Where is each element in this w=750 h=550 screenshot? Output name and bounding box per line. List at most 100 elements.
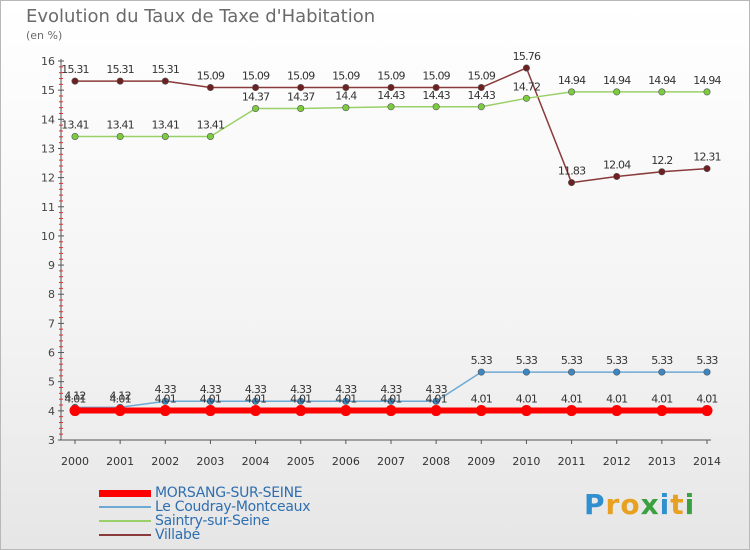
data-point xyxy=(342,84,350,92)
data-label: 15.31 xyxy=(152,63,180,76)
data-label: 14.94 xyxy=(558,74,586,87)
data-label: 4.33 xyxy=(425,383,447,396)
data-label: 15.31 xyxy=(106,63,134,76)
data-label: 15.31 xyxy=(61,63,89,76)
data-point xyxy=(613,88,621,96)
data-label: 14.72 xyxy=(513,80,541,93)
data-label: 5.33 xyxy=(696,354,718,367)
logo-letter: i xyxy=(659,488,671,521)
data-label: 14.43 xyxy=(377,89,405,102)
data-label: 13.41 xyxy=(106,119,134,132)
data-point xyxy=(613,368,621,376)
data-point xyxy=(522,368,530,376)
data-point xyxy=(566,405,578,417)
legend-swatch xyxy=(99,534,151,536)
data-point xyxy=(656,405,668,417)
data-label: 14.43 xyxy=(422,89,450,102)
x-tick-label: 2002 xyxy=(151,455,179,468)
data-point xyxy=(250,405,262,417)
legend-label: Saintry-sur-Seine xyxy=(155,513,270,529)
data-point xyxy=(114,405,126,417)
data-point xyxy=(477,103,485,111)
data-point xyxy=(522,94,530,102)
data-label: 4.01 xyxy=(561,393,582,406)
y-tick-label: 13 xyxy=(41,142,55,155)
x-tick-label: 2003 xyxy=(196,455,224,468)
data-point xyxy=(116,133,124,141)
x-tick-label: 2004 xyxy=(242,455,270,468)
data-point xyxy=(477,368,485,376)
data-point xyxy=(252,84,260,92)
data-label: 15.09 xyxy=(197,70,225,83)
data-point xyxy=(520,405,532,417)
data-label: 4.01 xyxy=(606,393,627,406)
data-point xyxy=(252,105,260,113)
data-label: 13.41 xyxy=(197,119,225,132)
x-tick-label: 2010 xyxy=(512,455,540,468)
data-label: 13.41 xyxy=(152,119,180,132)
y-tick-label: 3 xyxy=(48,434,55,447)
legend-swatch xyxy=(99,489,151,497)
x-tick-label: 2000 xyxy=(61,455,89,468)
data-label: 4.01 xyxy=(155,393,176,406)
data-label: 14.37 xyxy=(287,91,315,104)
y-tick-label: 8 xyxy=(48,288,55,301)
data-point xyxy=(297,105,305,113)
y-tick-label: 12 xyxy=(41,172,55,185)
data-point xyxy=(703,368,711,376)
data-label: 15.76 xyxy=(513,50,541,63)
data-point xyxy=(161,77,169,85)
data-point xyxy=(342,397,350,405)
data-label: 4.01 xyxy=(109,393,130,406)
y-tick-label: 9 xyxy=(48,259,55,272)
data-label: 5.33 xyxy=(651,354,673,367)
legend: MORSANG-SUR-SEINE Le Coudray-Montceaux Sai… xyxy=(99,485,311,542)
x-tick-label: 2012 xyxy=(603,455,631,468)
chart-title: Evolution du Taux de Taxe d'Habitation xyxy=(26,6,376,27)
data-label: 4.01 xyxy=(516,393,537,406)
data-label: 15.09 xyxy=(377,70,405,83)
data-point xyxy=(204,405,216,417)
data-point xyxy=(161,133,169,141)
data-label: 15.09 xyxy=(287,70,315,83)
data-label: 4.33 xyxy=(245,383,267,396)
data-point xyxy=(71,77,79,85)
data-label: 4.01 xyxy=(64,393,85,406)
data-label: 4.01 xyxy=(200,393,221,406)
legend-item: Le Coudray-Montceaux xyxy=(99,499,311,515)
data-point xyxy=(658,88,666,96)
logo-letter: o xyxy=(620,488,641,521)
data-point xyxy=(611,405,623,417)
data-label: 14.94 xyxy=(603,74,631,87)
data-point xyxy=(701,405,713,417)
data-point xyxy=(568,368,576,376)
x-tick-label: 2001 xyxy=(106,455,134,468)
data-label: 4.01 xyxy=(696,393,717,406)
y-tick-label: 11 xyxy=(41,201,55,214)
data-point xyxy=(206,397,214,405)
legend-label: Le Coudray-Montceaux xyxy=(155,499,311,515)
data-point xyxy=(297,397,305,405)
data-label: 14.94 xyxy=(648,74,676,87)
data-point xyxy=(475,405,487,417)
data-point xyxy=(159,405,171,417)
data-label: 14.4 xyxy=(335,90,357,103)
data-label: 11.83 xyxy=(558,165,586,178)
y-tick-label: 10 xyxy=(41,230,55,243)
logo-letter: t xyxy=(670,488,685,521)
legend-item: Villabé xyxy=(99,528,310,542)
x-tick-label: 2008 xyxy=(422,455,450,468)
legend-item: Saintry-sur-Seine xyxy=(99,514,310,528)
x-tick-label: 2007 xyxy=(377,455,405,468)
x-tick-label: 2006 xyxy=(332,455,360,468)
legend-label: MORSANG-SUR-SEINE xyxy=(155,485,303,501)
data-point xyxy=(385,405,397,417)
data-label: 14.43 xyxy=(468,89,496,102)
data-label: 15.09 xyxy=(242,70,270,83)
data-label: 14.94 xyxy=(693,74,721,87)
data-point xyxy=(116,77,124,85)
data-point xyxy=(658,168,666,176)
data-point xyxy=(295,405,307,417)
data-label: 5.33 xyxy=(471,354,493,367)
